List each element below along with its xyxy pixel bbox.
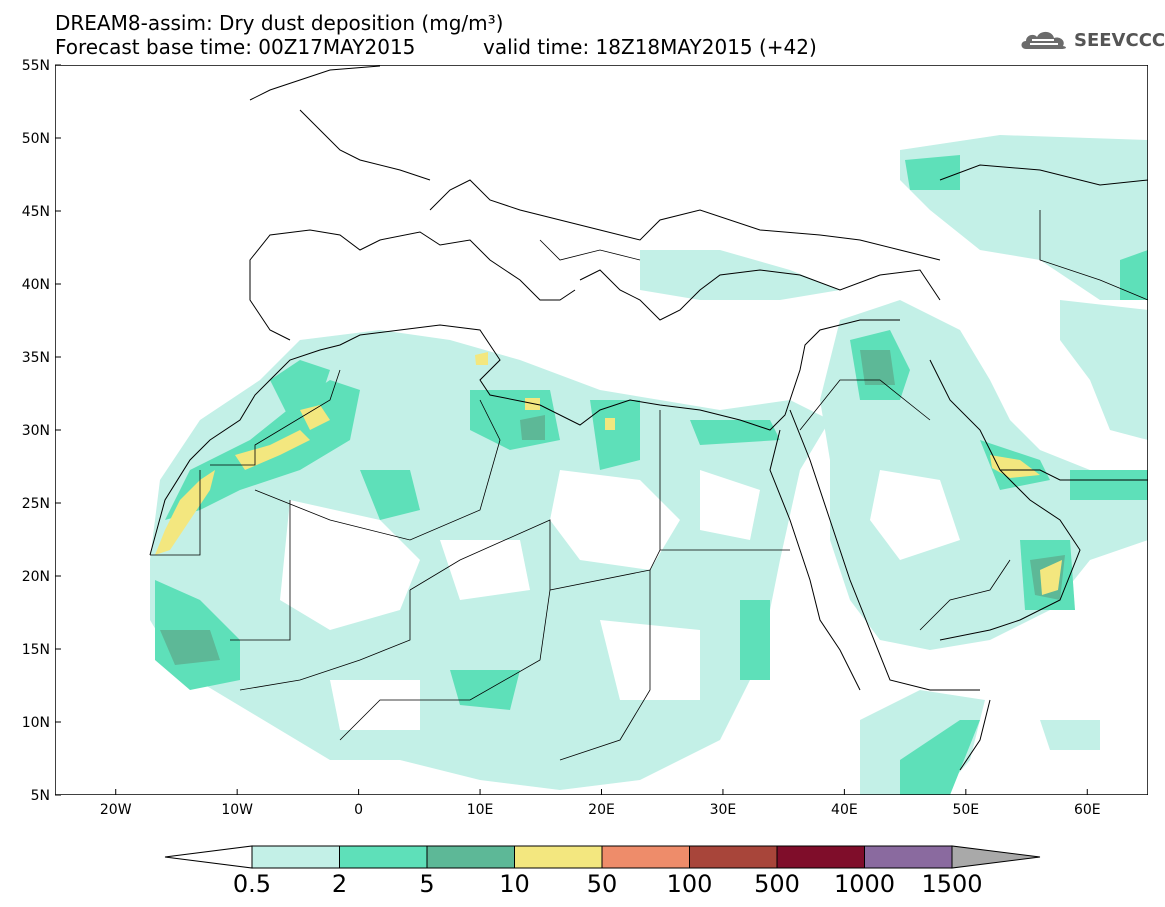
lon-tick-label: 60E xyxy=(1074,802,1101,818)
legend-threshold-label: 10 xyxy=(499,870,530,898)
country-borders xyxy=(150,210,1148,761)
lon-tick-label: 10E xyxy=(467,802,494,818)
forecast-base-time: Forecast base time: 00Z17MAY2015 xyxy=(55,35,416,59)
lat-tick-label: 10N xyxy=(22,715,50,731)
legend-threshold-label: 2 xyxy=(332,870,347,898)
legend-threshold-label: 5 xyxy=(419,870,434,898)
legend-swatch xyxy=(426,845,515,869)
lat-tick-label: 20N xyxy=(22,569,50,585)
logo-text: SEEVCCC xyxy=(1074,29,1165,51)
lat-tick-label: 40N xyxy=(22,277,50,293)
lon-tick-label: 30E xyxy=(710,802,737,818)
lat-tick-label: 50N xyxy=(22,131,50,147)
map-title: DREAM8-assim: Dry dust deposition (mg/m³… xyxy=(55,11,504,35)
lat-tick-label: 25N xyxy=(22,496,50,512)
lon-tick-label: 50E xyxy=(952,802,979,818)
clear-areas xyxy=(280,470,960,730)
legend-swatch xyxy=(339,845,428,869)
legend-threshold-label: 0.5 xyxy=(233,870,271,898)
legend-swatch xyxy=(689,845,778,869)
legend-swatch xyxy=(251,845,340,869)
lat-tick-label: 15N xyxy=(22,642,50,658)
lon-tick-label: 20E xyxy=(588,802,615,818)
legend-threshold-label: 1500 xyxy=(921,870,982,898)
axis-ticks: 55N 50N 45N 40N 35N 30N 25N 20N 15N 10N 5N 20W 10W 0 1… xyxy=(22,58,1101,818)
lon-tick-label: 10W xyxy=(221,802,253,818)
lat-tick-label: 5N xyxy=(31,788,50,804)
legend-over-arrow xyxy=(951,845,1041,869)
legend-swatch xyxy=(601,845,690,869)
lat-tick-label: 30N xyxy=(22,423,50,439)
lon-tick-label: 40E xyxy=(831,802,858,818)
lat-tick-label: 35N xyxy=(22,350,50,366)
legend-threshold-label: 500 xyxy=(754,870,800,898)
legend-swatch xyxy=(514,845,603,869)
valid-time: valid time: 18Z18MAY2015 (+42) xyxy=(483,35,817,59)
legend-threshold-label: 100 xyxy=(667,870,713,898)
legend-swatch xyxy=(776,845,865,869)
lon-tick-label: 0 xyxy=(354,802,363,818)
legend-under-arrow xyxy=(164,845,253,869)
legend-swatch xyxy=(864,845,953,869)
seevccc-logo: SEEVCCC xyxy=(1018,27,1165,53)
lon-tick-label: 20W xyxy=(100,802,132,818)
legend-threshold-label: 1000 xyxy=(834,870,895,898)
cloud-icon xyxy=(1021,31,1066,49)
lat-tick-label: 45N xyxy=(22,204,50,220)
coastlines xyxy=(149,65,1148,771)
lat-tick-label: 55N xyxy=(22,58,50,74)
legend-threshold-label: 50 xyxy=(587,870,618,898)
